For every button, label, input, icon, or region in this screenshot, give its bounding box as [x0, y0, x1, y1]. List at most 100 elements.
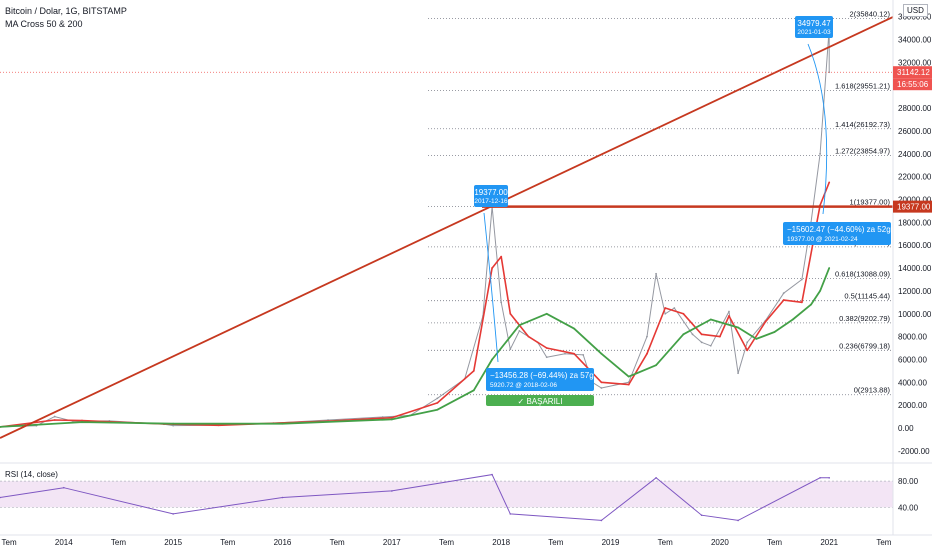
ma200-series-point-22	[828, 267, 831, 269]
time-tick-13: 2020	[711, 538, 729, 547]
ma50-series-point-16	[627, 383, 630, 386]
price-tick-2: 32000.00	[898, 58, 932, 67]
price-series-point-12	[436, 397, 439, 400]
price-series-point-38	[800, 278, 803, 281]
drop-2021-change: −15602.47 (−44.60%) za 52g	[787, 225, 891, 234]
ma200-series-point-21	[819, 290, 822, 292]
ma200-series-point-0	[0, 425, 1, 428]
ma200-series-point-5	[436, 408, 439, 411]
success-badge	[486, 395, 594, 406]
current-price-value: 31142.12	[897, 68, 930, 77]
rsi-point-2	[172, 513, 174, 515]
ma200-series-point-8	[518, 324, 521, 327]
peak-2021-value: 34979.47	[797, 19, 831, 28]
rsi-point-8	[655, 477, 657, 479]
ma200-series-point-2	[172, 422, 175, 425]
price-series-point-28	[664, 312, 667, 315]
drop-2021-detail: 19377.00 @ 2021-02-24	[787, 236, 858, 243]
price-tick-6: 22000.00	[898, 173, 932, 182]
peak-2017-tag	[474, 185, 508, 207]
rsi-point-1	[62, 486, 65, 489]
ma50-series-point-1	[53, 419, 56, 421]
ma200-series-point-18	[773, 331, 776, 333]
price-series-point-29	[673, 307, 676, 309]
rsi-label: RSI (14, close)	[5, 470, 58, 479]
ma200-series-point-13	[655, 364, 657, 367]
time-tick-14: Tem	[767, 538, 782, 547]
ma50-series-point-19	[682, 312, 685, 315]
price-tick-5: 24000.00	[898, 150, 932, 159]
fib-label-8: 0.382(9202.79)	[839, 314, 890, 323]
price-series-point-24	[600, 387, 603, 389]
time-tick-7: 2017	[383, 538, 401, 547]
time-tick-4: Tem	[220, 538, 235, 547]
ma50-series-point-14	[573, 352, 575, 355]
ma50-series-point-25	[782, 299, 785, 301]
price-series-point-2	[53, 415, 56, 418]
price-series-point-27	[655, 272, 657, 275]
peak-2021-date: 2021-01-03	[797, 29, 831, 36]
price-tick-13: 8000.00	[898, 333, 927, 342]
time-tick-16: Tem	[876, 538, 891, 547]
ma50-series-point-6	[390, 416, 393, 419]
ma50-series-point-23	[746, 349, 749, 352]
price-series-point-26	[646, 335, 648, 338]
indicator-label[interactable]: MA Cross 50 & 200	[5, 19, 83, 29]
price-axis: 36000.00 34000.00 32000.00 28000.00 26000.00…	[892, 0, 932, 535]
time-tick-3: 2015	[164, 538, 182, 547]
price-tick-3: 28000.00	[898, 104, 932, 113]
fib-label-10: 0(2913.88)	[854, 386, 891, 395]
rsi-pane: RSI (14, close) 80.00 40.00	[0, 462, 932, 522]
price-tick-12: 10000.00	[898, 310, 932, 319]
price-series-point-35	[746, 341, 749, 344]
rsi-point-0	[0, 496, 1, 499]
time-tick-10: Tem	[548, 538, 563, 547]
trend-lines[interactable]	[0, 16, 894, 439]
peak-2017-date: 2017-12-16	[474, 198, 508, 205]
drop-2018-change: −13456.28 (−69.44%) za 57g	[490, 371, 594, 380]
time-tick-2: Tem	[111, 538, 126, 547]
ma200-series-point-9	[545, 312, 548, 315]
ma50-series-point-13	[545, 347, 548, 349]
ma50-series-point-4	[217, 424, 220, 427]
price-tick-11: 12000.00	[898, 287, 932, 296]
ma50-series-point-7	[436, 401, 439, 404]
success-badge-label: ✓ BAŞARILI	[518, 397, 563, 406]
time-tick-5: 2016	[274, 538, 292, 547]
price-series-point-30	[691, 333, 694, 336]
rsi-point-3	[281, 496, 284, 499]
price-tick-8: 18000.00	[898, 218, 932, 227]
ma50-series-point-18	[664, 307, 667, 309]
price-tick-14: 6000.00	[898, 355, 927, 364]
current-price-tag	[893, 66, 932, 79]
price-series-point-6	[172, 424, 175, 427]
time-tick-12: Tem	[658, 538, 673, 547]
drop-2018-detail: 5920.72 @ 2018-02-06	[490, 382, 557, 389]
price-tick-7: 20000.00	[898, 196, 932, 205]
price-tick-4: 26000.00	[898, 127, 932, 136]
ma50-series-point-15	[600, 381, 603, 384]
rsi-point-11	[819, 477, 821, 479]
currency-button[interactable]: USD	[903, 4, 928, 17]
fib-label-2: 1.414(26192.73)	[835, 120, 891, 129]
price-series-point-40	[819, 152, 822, 155]
rsi-point-4	[391, 490, 393, 492]
price-series-point-21	[564, 352, 566, 355]
rsi-point-12	[828, 477, 831, 479]
series-lines	[0, 27, 831, 428]
price-series-point-18	[518, 329, 521, 332]
ma200-series-point-6	[472, 389, 475, 392]
ma50-series-point-2	[81, 419, 83, 422]
resistance-tag-value: 19377.00	[897, 203, 931, 212]
ma50-series-point-21	[718, 335, 721, 338]
price-tick-17: 0.00	[898, 424, 914, 433]
ma200-series-point-11	[600, 352, 603, 355]
fib-label-6: 0.618(13088.09)	[835, 269, 891, 278]
drop-2021-box	[783, 222, 891, 245]
rsi-tick-1: 40.00	[898, 503, 919, 512]
price-series-point-22	[582, 353, 585, 356]
ma200-series-point-20	[810, 303, 812, 306]
diagonal-trendline[interactable]	[0, 16, 894, 439]
